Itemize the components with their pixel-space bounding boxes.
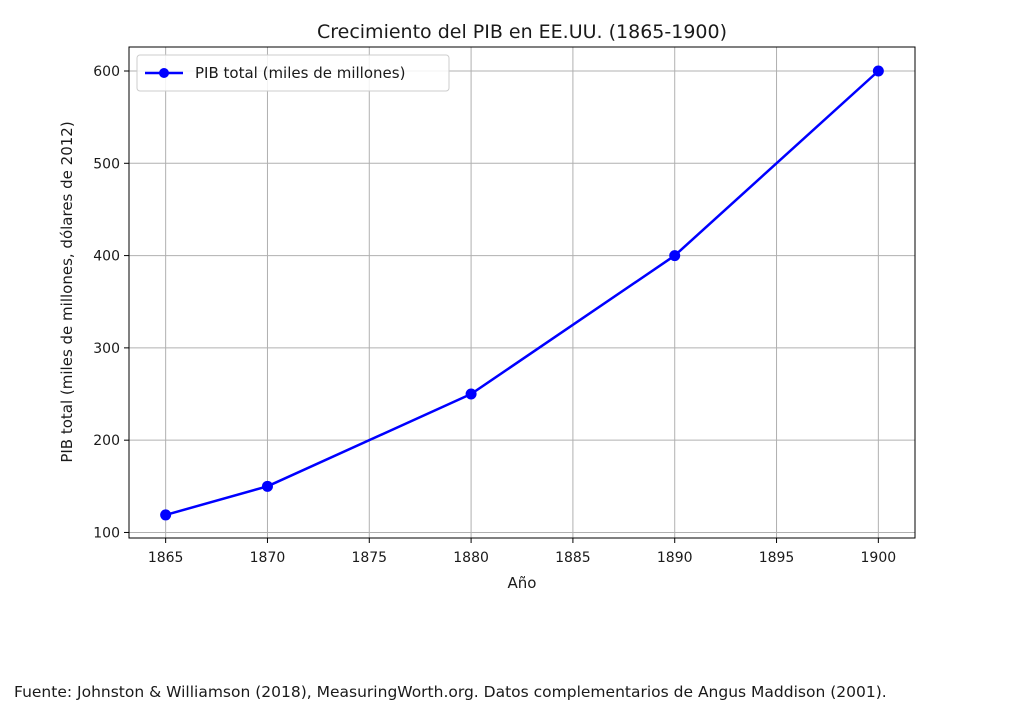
series-line [165,70,880,517]
y-tick-label: 600 [93,64,120,80]
y-axis-label: PIB total (miles de millones, dólares de… [58,121,76,462]
y-axis: 100 200 300 400 500 600 [93,64,129,541]
y-tick-label: 300 [93,341,120,357]
legend-label: PIB total (miles de millones) [195,64,405,82]
data-point [872,65,884,77]
legend: PIB total (miles de millones) [136,54,450,92]
data-point [261,480,273,492]
chart: 1865 1870 1875 1880 1885 1890 1895 1900 100 200 3… [58,21,916,592]
x-tick-label: 1895 [759,550,795,566]
grid [129,47,915,538]
data-point [160,509,172,521]
plot-frame [128,46,916,539]
legend-box [136,54,450,92]
y-tick-label: 200 [93,433,120,449]
data-point [465,388,477,400]
x-tick-label: 1865 [148,550,184,566]
source-note: Fuente: Johnston & Williamson (2018), Me… [14,683,887,701]
series-layer [160,65,884,521]
chart-title: Crecimiento del PIB en EE.UU. (1865-1900… [317,21,727,43]
x-tick-label: 1880 [453,550,489,566]
x-tick-label: 1875 [351,550,387,566]
y-tick-label: 100 [93,525,120,541]
x-tick-label: 1885 [555,550,591,566]
x-tick-label: 1890 [657,550,693,566]
legend-marker-swatch [159,68,169,78]
y-tick-label: 400 [93,249,120,265]
x-tick-label: 1900 [861,550,897,566]
x-tick-label: 1870 [250,550,286,566]
x-axis-label: Año [508,574,537,592]
x-axis: 1865 1870 1875 1880 1885 1890 1895 1900 [148,538,896,566]
data-point [669,250,681,262]
y-tick-label: 500 [93,156,120,172]
